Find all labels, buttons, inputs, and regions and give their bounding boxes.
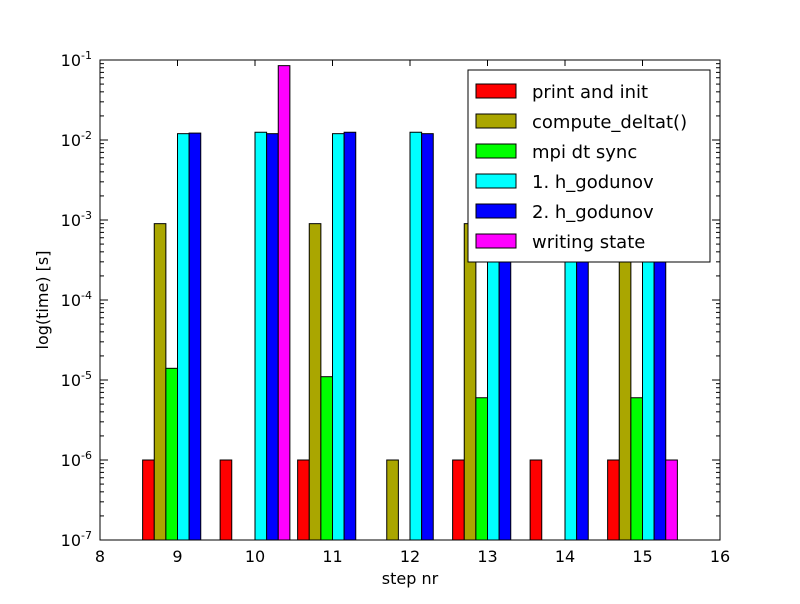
x-tick-label: 14 bbox=[555, 547, 575, 566]
bar bbox=[177, 133, 190, 541]
bar bbox=[630, 397, 643, 541]
bar bbox=[421, 133, 434, 541]
bar bbox=[386, 459, 399, 541]
x-axis-label: step nr bbox=[382, 569, 439, 588]
legend-label: 2. h_godunov bbox=[532, 202, 654, 223]
y-tick-label: 10-4 bbox=[61, 289, 92, 310]
y-tick-label: 10-2 bbox=[61, 129, 92, 150]
legend-label: compute_deltat() bbox=[532, 112, 687, 133]
legend-label: 1. h_godunov bbox=[532, 172, 654, 193]
y-tick-label: 10-3 bbox=[61, 209, 92, 230]
bar bbox=[219, 459, 233, 541]
y-tick-label: 10-1 bbox=[61, 49, 92, 70]
bar bbox=[266, 133, 279, 541]
legend: print and init compute_deltat()mpi dt syn… bbox=[467, 69, 711, 263]
legend-swatch bbox=[475, 143, 517, 159]
bar bbox=[452, 459, 465, 541]
y-tick-label: 10-7 bbox=[61, 529, 92, 550]
x-tick-label: 8 bbox=[95, 547, 105, 566]
legend-label: print and init bbox=[532, 82, 648, 103]
bar bbox=[475, 397, 488, 541]
bar bbox=[153, 223, 167, 541]
bar bbox=[320, 376, 333, 541]
bar bbox=[277, 65, 291, 541]
y-tick-label: 10-5 bbox=[61, 369, 92, 390]
bar bbox=[297, 459, 310, 541]
legend-swatch bbox=[475, 173, 517, 189]
legend-swatch bbox=[475, 203, 517, 219]
bar bbox=[529, 459, 543, 541]
legend-label: writing state bbox=[532, 232, 645, 253]
x-tick-label: 12 bbox=[400, 547, 420, 566]
bar bbox=[618, 223, 632, 541]
x-tick-label: 15 bbox=[632, 547, 652, 566]
bar bbox=[188, 132, 202, 541]
legend-swatch bbox=[475, 113, 517, 129]
legend-box bbox=[467, 69, 711, 263]
x-tick-label: 10 bbox=[245, 547, 265, 566]
y-axis-label: log(time) [s] bbox=[33, 251, 52, 350]
y-tick-label: 10-6 bbox=[61, 449, 92, 470]
bar bbox=[165, 367, 178, 541]
bar bbox=[343, 131, 357, 541]
bar bbox=[254, 131, 268, 541]
bar bbox=[607, 459, 620, 541]
x-tick-label: 13 bbox=[477, 547, 497, 566]
bar bbox=[142, 459, 155, 541]
x-tick-label: 9 bbox=[172, 547, 182, 566]
bar bbox=[409, 131, 423, 541]
bar bbox=[332, 133, 345, 541]
bar bbox=[463, 223, 477, 541]
x-tick-label: 16 bbox=[710, 547, 730, 566]
ticks-layer: 8 9 10 11 12 13 14 15 16 10-7 10-6 10-5 10-4 10-3 10-2… bbox=[61, 49, 731, 566]
legend-swatch bbox=[475, 233, 517, 249]
legend-label: mpi dt sync bbox=[532, 142, 637, 163]
x-tick-label: 11 bbox=[322, 547, 342, 566]
bar bbox=[308, 223, 322, 541]
legend-swatch bbox=[475, 83, 517, 99]
bar bbox=[665, 459, 678, 541]
